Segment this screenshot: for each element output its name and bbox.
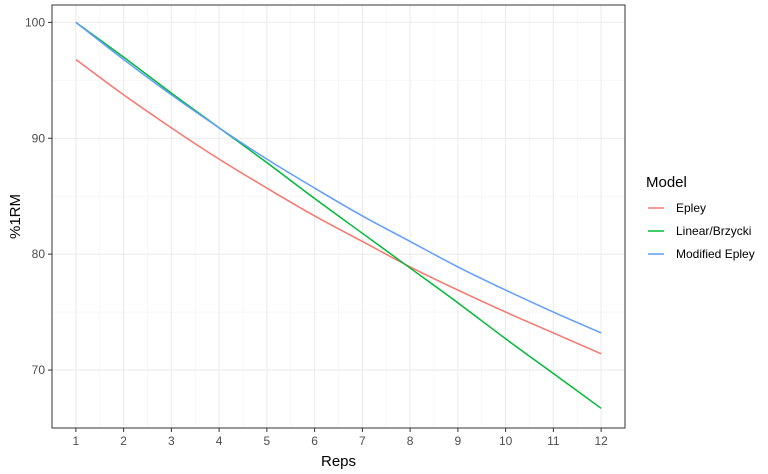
x-tick-label: 8 [407,434,414,448]
x-tick-label: 9 [455,434,462,448]
x-tick-label: 2 [120,434,127,448]
legend: Model Epley Linear/Brzycki Modified Epley [646,174,755,261]
x-tick-label: 3 [168,434,175,448]
legend-title: Model [646,174,687,191]
legend-label-epley: Epley [676,201,706,215]
x-axis-ticks: 1 2 3 4 5 6 7 8 9 10 11 12 [73,428,608,448]
x-tick-label: 6 [311,434,318,448]
y-axis-ticks: 70 80 90 100 [25,15,52,377]
legend-label-linear-brzycki: Linear/Brzycki [676,224,751,238]
series-line-epley [75,58,602,355]
x-tick-label: 5 [264,434,271,448]
x-tick-label: 12 [594,434,608,448]
y-tick-label: 70 [32,363,46,377]
y-tick-label: 80 [32,247,46,261]
series-lines [75,21,602,409]
x-tick-label: 10 [499,434,513,448]
series-line-modified-epley [75,21,602,334]
x-tick-label: 7 [359,434,366,448]
x-axis-title: Reps [321,453,356,470]
x-tick-label: 4 [216,434,223,448]
y-tick-label: 90 [32,131,46,145]
y-axis-title: %1RM [7,194,24,239]
y-tick-label: 100 [25,15,45,29]
major-gridlines [52,5,625,428]
x-tick-label: 1 [73,434,80,448]
plot-panel-border [51,4,626,429]
series-line-linear-brzycki [75,21,602,409]
x-tick-label: 11 [547,434,560,448]
legend-label-modified-epley: Modified Epley [676,247,755,261]
